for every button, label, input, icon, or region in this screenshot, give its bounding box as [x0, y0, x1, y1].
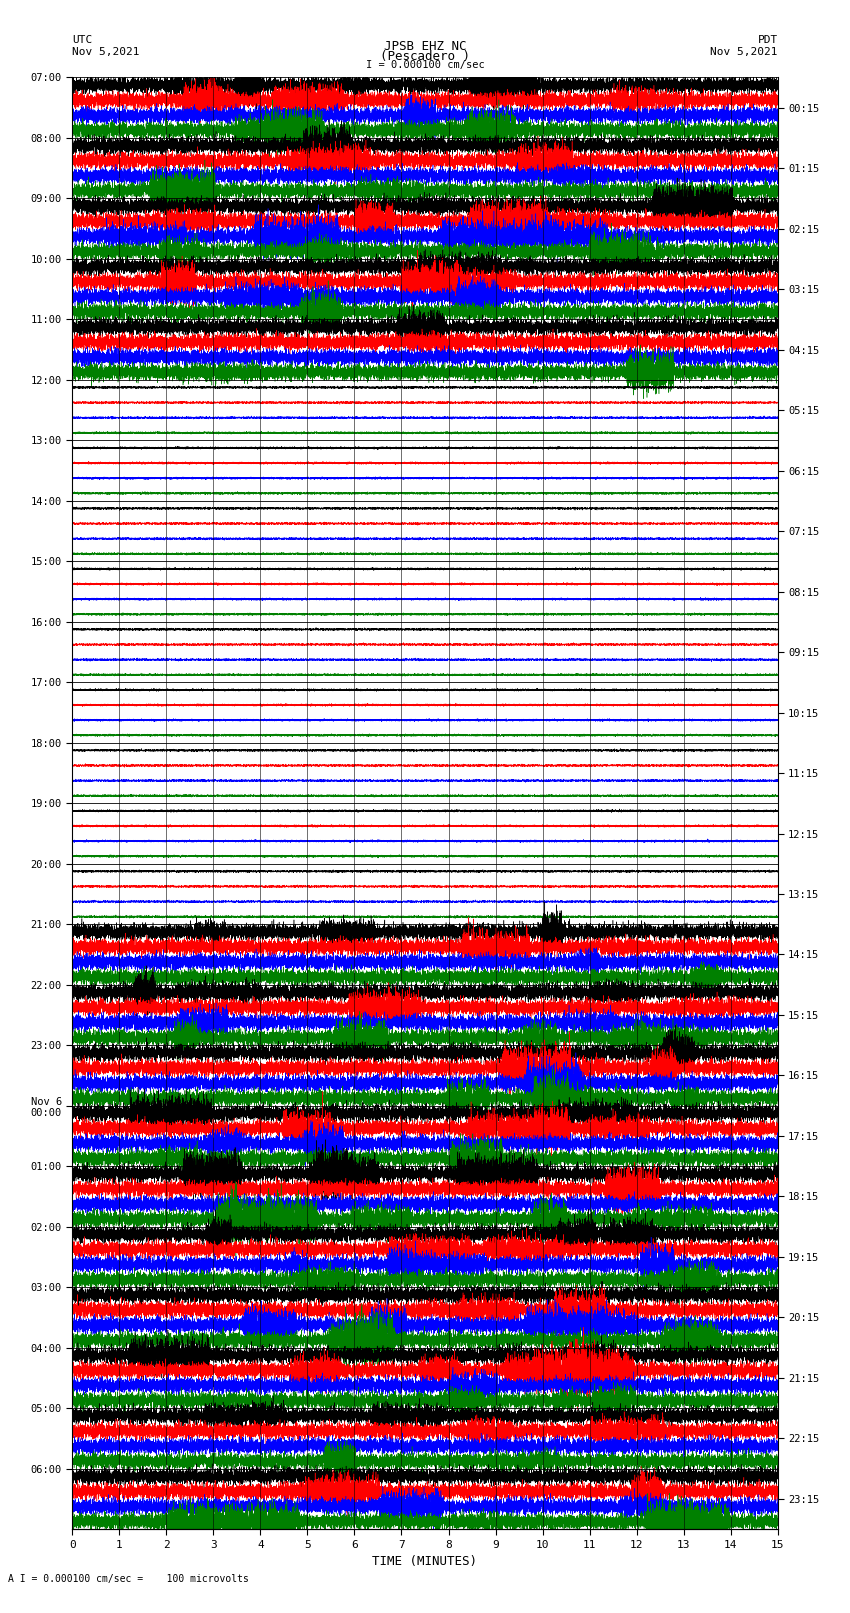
Text: UTC: UTC [72, 35, 93, 45]
Text: Nov 5,2021: Nov 5,2021 [72, 47, 139, 56]
Text: PDT: PDT [757, 35, 778, 45]
X-axis label: TIME (MINUTES): TIME (MINUTES) [372, 1555, 478, 1568]
Text: Nov 5,2021: Nov 5,2021 [711, 47, 778, 56]
Text: I = 0.000100 cm/sec: I = 0.000100 cm/sec [366, 60, 484, 69]
Text: JPSB EHZ NC: JPSB EHZ NC [383, 40, 467, 53]
Text: (Pescadero ): (Pescadero ) [380, 50, 470, 63]
Text: A I = 0.000100 cm/sec =    100 microvolts: A I = 0.000100 cm/sec = 100 microvolts [8, 1574, 249, 1584]
